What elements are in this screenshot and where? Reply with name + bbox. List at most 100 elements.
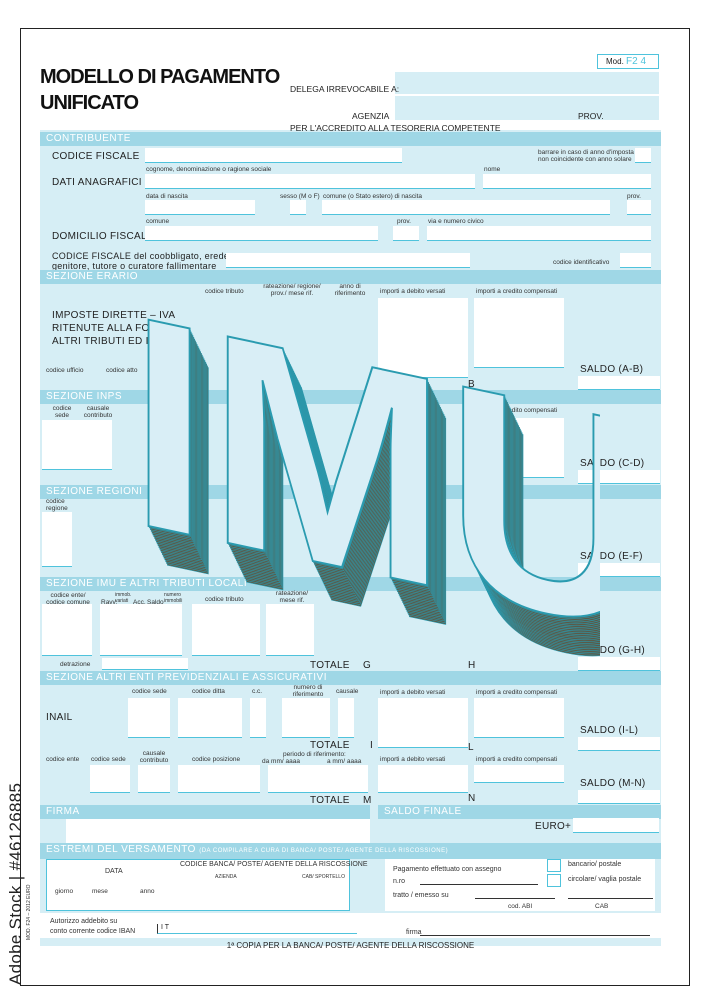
saldo-ef-input[interactable] [578, 563, 660, 577]
codice-identificativo-label: codice identificativo [553, 259, 610, 266]
data-nascita-input[interactable] [145, 200, 255, 215]
prov-nascita-input[interactable] [627, 200, 651, 215]
inail-numero-input[interactable] [282, 698, 330, 738]
saldo-cd-label: SALDO (C-D) [580, 458, 645, 469]
saldo-gh-input[interactable] [578, 657, 660, 671]
imu-codice-tributo-input[interactable] [192, 604, 260, 656]
bancario-label: bancario/ postale [568, 861, 622, 868]
firma-field[interactable] [66, 819, 370, 843]
section-estremi: ESTREMI DEL VERSAMENTO (DA COMPILARE A C… [40, 843, 661, 859]
erario-debito-column[interactable] [378, 298, 468, 378]
cab-label: CAB [595, 903, 609, 910]
data-codice-banca-box[interactable] [46, 859, 350, 911]
inail-codice-sede-input[interactable] [128, 698, 170, 738]
nro-line[interactable] [420, 884, 538, 885]
altri-causale-input[interactable] [138, 765, 170, 793]
delega-field[interactable] [395, 72, 659, 94]
firma-line[interactable] [420, 935, 650, 936]
cognome-input[interactable] [145, 174, 475, 189]
nome-label: nome [484, 166, 501, 173]
imu-text-extrusion: IMU [148, 290, 600, 670]
ravv-header: Ravv. [101, 599, 118, 606]
periodo-da-header: da mm/ aaaa [262, 758, 300, 765]
comune-label: comune [146, 218, 170, 225]
altri-codice-sede-input[interactable] [90, 765, 130, 793]
via-input[interactable] [427, 226, 651, 241]
erario-credito-column[interactable] [474, 298, 564, 368]
regioni-rows[interactable] [42, 512, 72, 567]
anno-checkbox[interactable] [635, 148, 651, 163]
comune-input[interactable] [145, 226, 378, 241]
cognome-label: cognome, denominazione o ragione sociale [146, 166, 272, 173]
saldo-il-input[interactable] [578, 737, 660, 751]
inail-causale-input[interactable] [338, 698, 354, 738]
total-i-label: I [370, 740, 374, 751]
altri-credito-input[interactable] [474, 765, 564, 783]
credito-header: importi a credito compensati [476, 288, 558, 295]
inps-causale-header: causale contributo [83, 405, 113, 419]
periodo-input[interactable] [268, 765, 368, 793]
prov-domicilio-label: prov. [397, 218, 411, 225]
imu-text-extrusion: IMU [143, 290, 600, 670]
codice-posizione-input[interactable] [178, 765, 260, 793]
imu-flags-input[interactable] [100, 604, 182, 656]
acc-header: Acc. [133, 599, 146, 606]
codice-fiscale-input[interactable] [145, 148, 402, 163]
mod-label: Mod. [606, 57, 624, 66]
agenzia-label: AGENZIA [352, 111, 390, 121]
inail-cc-input[interactable] [250, 698, 266, 738]
cc-header: c.c. [252, 688, 263, 695]
inail-credito-input[interactable] [474, 698, 564, 738]
mod-value: F2 4 [626, 56, 647, 67]
altri-causale-header: causale [336, 688, 359, 695]
total-g-label: G [363, 660, 372, 671]
saldo-il-label: SALDO (I-L) [580, 725, 639, 736]
coobbligato-input[interactable] [226, 253, 470, 268]
saldo-cd-input[interactable] [578, 470, 660, 484]
circolare-label: circolare/ vaglia postale [568, 876, 642, 883]
saldo-finale-input[interactable] [573, 818, 659, 833]
euro-sign: + [565, 821, 572, 832]
detrazione-label: detrazione [60, 661, 91, 668]
prov-domicilio-input[interactable] [393, 226, 419, 241]
anno-rif-header: anno di riferimento [334, 283, 366, 297]
nome-input[interactable] [483, 174, 651, 189]
codice-regione-header: codice regione [46, 498, 68, 512]
firma-label: firma [406, 929, 422, 936]
codice-tributo-header: codice tributo [205, 288, 244, 295]
cab-line[interactable] [568, 898, 653, 899]
section-regioni: SEZIONE REGIONI [40, 485, 661, 499]
section-firma: FIRMA [40, 805, 370, 819]
cod-abi-line[interactable] [475, 898, 555, 899]
rateazione-header: rateazione/ regione/ prov./ mese rif. [263, 283, 321, 297]
altri-debito-input[interactable] [378, 765, 468, 793]
estremi-note: (DA COMPILARE A CURA DI BANCA/ POSTE/ AG… [199, 848, 449, 854]
total-h-label: H [468, 660, 476, 671]
total-n-label: N [468, 793, 476, 804]
circolare-checkbox[interactable] [547, 874, 561, 887]
inail-codice-ditta-input[interactable] [178, 698, 242, 738]
altri-totale-i-label: TOTALE [310, 740, 350, 751]
imu-rateazione-input[interactable] [266, 604, 314, 656]
detrazione-input[interactable] [102, 658, 188, 670]
bancario-checkbox[interactable] [547, 859, 561, 872]
total-b-label: B [468, 379, 475, 390]
autorizzo-label: Autorizzo addebito su [50, 918, 118, 925]
saldo-ab-input[interactable] [578, 376, 660, 390]
altri-codice-sede-2-header: codice sede [91, 756, 126, 763]
cab-sportello-label: CAB/ SPORTELLO [302, 874, 345, 880]
comune-nascita-input[interactable] [322, 200, 610, 215]
imu-text-extrusion: IMU [138, 290, 600, 670]
inps-credito-column[interactable] [474, 418, 564, 478]
iban-input[interactable]: I T [157, 924, 357, 934]
imu-codice-ente-input[interactable] [42, 604, 92, 656]
dati-anagrafici-label: DATI ANAGRAFICI [52, 177, 142, 188]
estremi-giorno-label: giorno [55, 888, 74, 895]
agenzia-field[interactable] [395, 96, 659, 120]
codice-ente-header: codice ente/ codice comune [46, 592, 90, 606]
inail-debito-input[interactable] [378, 698, 468, 748]
saldo-mn-input[interactable] [578, 790, 660, 804]
inps-rows[interactable] [42, 420, 112, 470]
codice-identificativo-input[interactable] [620, 253, 651, 268]
sesso-input[interactable] [290, 200, 306, 215]
